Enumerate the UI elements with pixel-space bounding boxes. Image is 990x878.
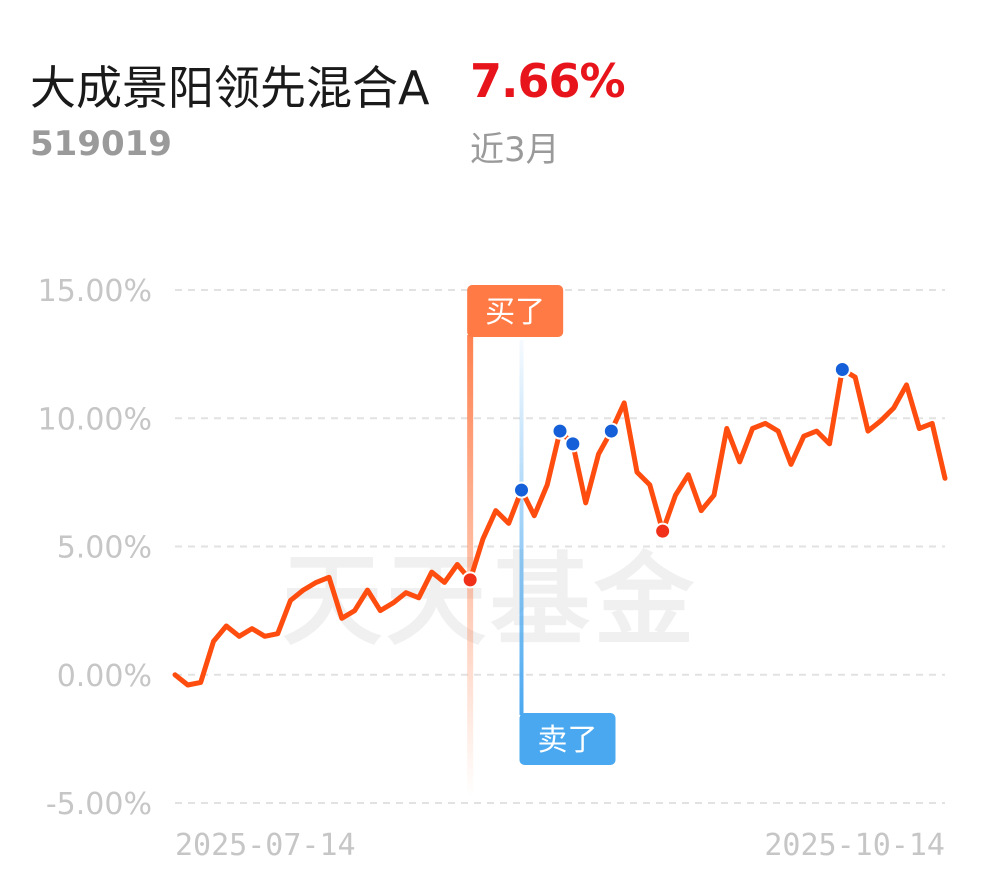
y-tick-label: 0.00%	[57, 659, 152, 694]
buy-marker-line	[467, 335, 474, 797]
y-tick-label: 15.00%	[38, 274, 152, 309]
buy-point	[654, 522, 672, 540]
sell-tag	[519, 713, 616, 765]
sell-point	[513, 481, 530, 499]
fund-return: 7.66%	[470, 54, 626, 108]
y-tick-label: 10.00%	[38, 402, 152, 437]
x-tick-label: 2025-07-14	[175, 828, 356, 863]
sell-point	[602, 422, 620, 440]
fund-name: 大成景阳领先混合A	[30, 61, 430, 115]
fund-code: 519019	[30, 124, 172, 164]
watermark: 天天基金	[282, 541, 698, 659]
buy-tag	[467, 285, 564, 337]
buy-point	[461, 571, 479, 589]
x-tick-label: 2025-10-14	[764, 828, 945, 863]
sell-marker-line	[519, 340, 524, 715]
sell-point	[833, 361, 851, 379]
buy-tag-label: 买了	[485, 295, 545, 330]
sell-tag-label: 卖了	[538, 723, 598, 758]
y-tick-label: -5.00%	[46, 787, 152, 822]
y-tick-label: 5.00%	[57, 531, 152, 566]
period-label: 近3月	[470, 130, 560, 170]
sell-point	[564, 435, 582, 453]
sell-point	[551, 422, 569, 440]
